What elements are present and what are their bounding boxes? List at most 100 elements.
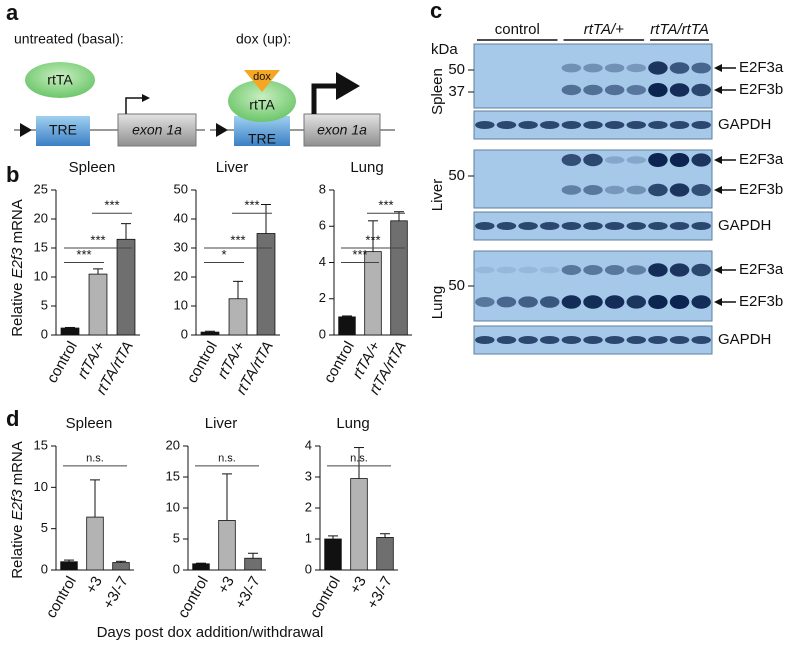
band — [539, 336, 560, 344]
band — [539, 121, 560, 129]
band — [669, 121, 690, 129]
x-tick-label: control — [307, 573, 344, 620]
band — [669, 153, 690, 167]
chart-title: Spleen — [66, 415, 113, 432]
band-label: E2F3a — [739, 59, 784, 76]
x-axis-title: Days post dox addition/withdrawal — [97, 624, 324, 641]
y-axis-title-part: Relative — [9, 278, 26, 336]
panel-label: c — [430, 0, 442, 23]
band — [691, 222, 711, 230]
bar — [116, 238, 136, 336]
drug-label: dox — [253, 71, 271, 83]
bar-charts: Spleen0510152025controlrtTA/+rtTA/rtTA**… — [34, 159, 412, 621]
band — [583, 295, 603, 309]
band — [539, 266, 560, 274]
y-tick-label: 15 — [166, 468, 180, 483]
y-tick-label: 2 — [305, 499, 312, 514]
band — [475, 266, 495, 274]
exon-label: exon 1a — [132, 122, 182, 138]
bar — [112, 562, 130, 571]
band — [604, 121, 625, 129]
band — [604, 295, 625, 309]
band — [518, 222, 538, 230]
x-tick-label: control — [43, 573, 80, 620]
panel-label: d — [6, 406, 19, 431]
activator-label: rtTA — [47, 72, 73, 88]
bar — [256, 233, 276, 336]
y-tick-label: 5 — [41, 520, 48, 535]
band — [518, 121, 538, 129]
y-tick-label: 10 — [34, 268, 48, 283]
y-tick-label: 2 — [319, 290, 326, 305]
band-arrowhead — [714, 86, 722, 94]
bar — [364, 251, 382, 336]
x-tick-label: +3 — [83, 573, 106, 596]
activator-shape — [25, 62, 95, 98]
y-tick-label: 15 — [34, 239, 48, 254]
y-tick-label: 8 — [319, 181, 326, 196]
tss-arrow — [125, 97, 144, 114]
promoter-label: TRE — [248, 131, 276, 147]
exon-box — [303, 113, 381, 147]
band — [583, 63, 603, 73]
band — [583, 185, 603, 195]
condition-title: untreated (basal): — [14, 31, 124, 47]
y-tick-label: 0 — [41, 561, 48, 576]
x-tick-label: control — [321, 338, 358, 385]
y-tick-label: 0 — [41, 326, 48, 341]
band — [648, 83, 668, 97]
band — [604, 84, 625, 96]
tss-arrow — [311, 83, 340, 114]
x-tick-label: +3 — [347, 573, 370, 596]
y-tick-label: 5 — [41, 297, 48, 312]
chart-title: Lung — [336, 415, 369, 432]
band — [691, 184, 711, 196]
operator-arrow — [216, 123, 228, 137]
y-axis-title-part: E2f3 — [9, 489, 26, 521]
band-arrowhead — [714, 298, 722, 306]
chart-title: Lung — [350, 159, 383, 176]
marker-label: 37 — [448, 83, 465, 100]
band — [561, 63, 582, 73]
tissue-label: Spleen — [429, 68, 446, 115]
band — [626, 156, 647, 164]
condition-title: dox (up): — [236, 31, 291, 47]
marker-label: 50 — [448, 61, 465, 78]
exon-box — [117, 113, 197, 147]
band — [561, 265, 582, 275]
band — [669, 263, 690, 277]
significance-label: *** — [365, 232, 380, 247]
y-tick-label: 20 — [174, 268, 188, 283]
band — [626, 85, 647, 95]
loading-label: GAPDH — [718, 331, 771, 348]
significance-label: *** — [230, 232, 245, 247]
x-tick-label: control — [175, 573, 212, 620]
chart-title: Liver — [205, 415, 238, 432]
band — [561, 154, 582, 166]
x-tick-label: +3/-7 — [232, 573, 264, 611]
band — [648, 61, 668, 75]
significance-label: *** — [104, 198, 119, 213]
band — [691, 121, 711, 129]
band — [648, 121, 668, 129]
bar — [376, 537, 394, 571]
significance-label: n.s. — [218, 453, 236, 465]
band — [648, 183, 668, 197]
band — [583, 153, 603, 167]
band — [648, 263, 668, 277]
panel-a: a untreated (basal): rtTA TRE exon 1a do… — [6, 0, 395, 147]
band — [648, 295, 668, 309]
band — [648, 222, 668, 230]
band-label: E2F3b — [739, 181, 783, 198]
loading-label: GAPDH — [718, 217, 771, 234]
x-tick-label: control — [184, 338, 221, 385]
bar — [60, 561, 78, 571]
y-tick-label: 1 — [305, 530, 312, 545]
band — [583, 265, 603, 275]
band — [626, 265, 647, 275]
y-tick-label: 0 — [305, 561, 312, 576]
band — [475, 121, 495, 129]
band — [475, 336, 495, 344]
y-tick-label: 10 — [166, 499, 180, 514]
y-tick-label: 15 — [34, 437, 48, 452]
